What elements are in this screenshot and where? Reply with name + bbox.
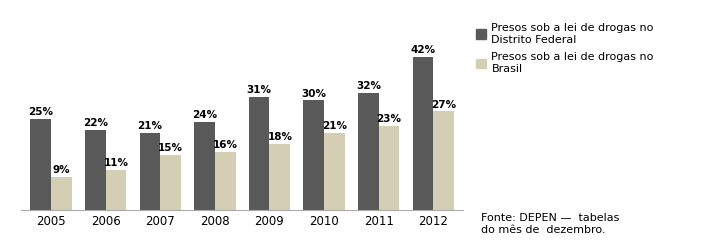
Text: 11%: 11% — [104, 158, 128, 168]
Text: 25%: 25% — [28, 107, 53, 117]
Bar — [378, 126, 399, 210]
Text: 27%: 27% — [431, 100, 456, 110]
Text: 15%: 15% — [158, 143, 183, 153]
Text: 23%: 23% — [376, 114, 402, 124]
Bar — [194, 122, 215, 210]
Bar — [324, 133, 345, 210]
Bar — [413, 56, 433, 210]
Bar — [249, 97, 270, 210]
Bar — [215, 152, 236, 210]
Text: 32%: 32% — [356, 81, 380, 91]
Bar — [30, 119, 51, 210]
Text: Fonte: DEPEN —  tabelas
do mês de  dezembro.: Fonte: DEPEN — tabelas do mês de dezembr… — [481, 214, 619, 235]
Bar — [51, 177, 72, 210]
Bar — [85, 130, 106, 210]
Text: 22%: 22% — [83, 118, 108, 128]
Text: 16%: 16% — [213, 140, 238, 150]
Bar — [433, 111, 454, 210]
Text: 30%: 30% — [301, 88, 326, 99]
Text: 42%: 42% — [411, 45, 435, 55]
Text: 9%: 9% — [53, 165, 70, 175]
Bar — [270, 144, 290, 210]
Text: 21%: 21% — [322, 122, 347, 132]
Text: 31%: 31% — [246, 85, 272, 95]
Bar — [140, 133, 160, 210]
Bar — [303, 100, 324, 210]
Text: 24%: 24% — [192, 110, 217, 120]
Text: 18%: 18% — [267, 132, 292, 142]
Bar — [160, 155, 181, 210]
Bar — [358, 93, 378, 210]
Bar — [106, 170, 126, 210]
Legend: Presos sob a lei de drogas no
Distrito Federal, Presos sob a lei de drogas no
Br: Presos sob a lei de drogas no Distrito F… — [476, 23, 654, 74]
Text: 21%: 21% — [138, 122, 162, 132]
